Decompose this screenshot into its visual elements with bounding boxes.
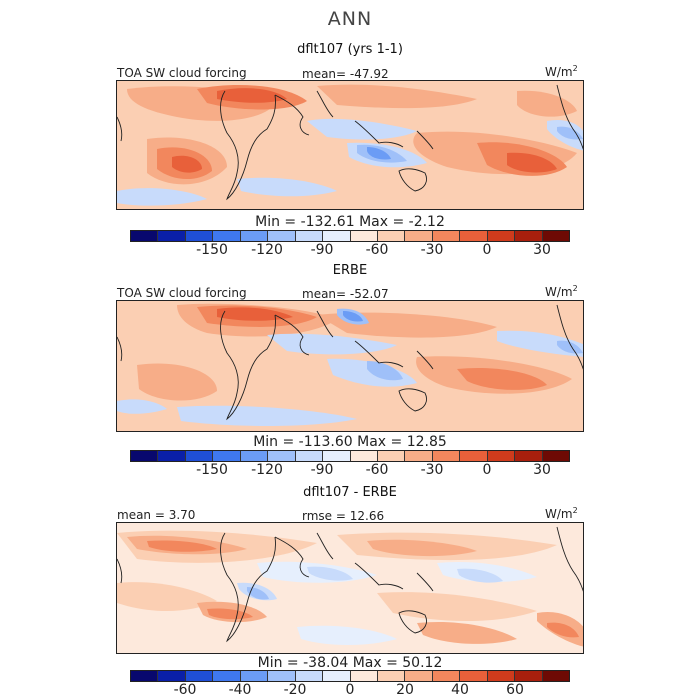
colorbar-swatch	[405, 451, 433, 461]
field-label: TOA SW cloud forcing	[117, 286, 247, 300]
units-label: W/m2	[545, 284, 578, 299]
tick-label: 0	[482, 242, 492, 258]
colorbar-swatch	[432, 451, 461, 461]
mean-label: mean= -47.92	[302, 67, 389, 81]
tick-label: -150	[196, 462, 228, 478]
colorbar-swatch	[542, 671, 569, 681]
colorbar-swatch	[185, 231, 214, 241]
colorbar-swatch	[158, 451, 186, 461]
tick-label: 30	[533, 462, 551, 478]
colorbar-swatch	[295, 671, 324, 681]
colorbar-swatch	[487, 671, 516, 681]
units-label: W/m2	[545, 64, 578, 79]
colorbar-swatch	[542, 231, 569, 241]
model-map	[116, 80, 584, 210]
colorbar-swatch	[131, 451, 159, 461]
difference-map	[116, 522, 584, 654]
colorbar-ticks: -60 -40 -20 0 20 40 60	[130, 682, 570, 698]
colorbar-swatch	[515, 231, 543, 241]
colorbar-swatch	[377, 671, 406, 681]
field-label: TOA SW cloud forcing	[117, 66, 247, 80]
tick-label: -90	[310, 462, 334, 478]
panel-title: dflt107 (yrs 1-1)	[297, 42, 403, 57]
rmse-label: rmse = 12.66	[302, 509, 385, 523]
colorbar-swatch	[240, 231, 269, 241]
colorbar-swatch	[432, 671, 461, 681]
colorbar-swatch	[432, 231, 461, 241]
mean-label: mean = 3.70	[117, 508, 196, 522]
colorbar-swatch	[323, 231, 351, 241]
colorbar-swatch	[487, 451, 516, 461]
colorbar-swatch	[460, 451, 488, 461]
tick-label: 20	[396, 682, 414, 698]
tick-label: -150	[196, 242, 228, 258]
colorbar	[130, 230, 570, 242]
tick-label: -30	[420, 242, 444, 258]
units-label: W/m2	[545, 506, 578, 521]
colorbar-swatch	[323, 671, 351, 681]
tick-label: -60	[365, 462, 389, 478]
colorbar-ticks: -150 -120 -90 -60 -30 0 30	[130, 242, 570, 258]
panel-title: ERBE	[332, 263, 368, 278]
colorbar	[130, 670, 570, 682]
tick-label: 40	[451, 682, 469, 698]
colorbar-swatch	[350, 671, 378, 681]
tick-label: 30	[533, 242, 551, 258]
tick-label: 0	[482, 462, 492, 478]
tick-label: 0	[345, 682, 355, 698]
colorbar-swatch	[542, 451, 569, 461]
tick-label: -20	[283, 682, 307, 698]
colorbar-swatch	[515, 451, 543, 461]
colorbar-swatch	[240, 451, 269, 461]
tick-label: -60	[173, 682, 197, 698]
colorbar-swatch	[487, 231, 516, 241]
colorbar-swatch	[213, 451, 241, 461]
tick-label: -40	[228, 682, 252, 698]
colorbar-swatch	[158, 231, 186, 241]
figure-title: ANN	[327, 8, 373, 30]
colorbar	[130, 450, 570, 462]
colorbar-swatch	[323, 451, 351, 461]
colorbar-swatch	[405, 231, 433, 241]
tick-label: 60	[506, 682, 524, 698]
mean-label: mean= -52.07	[302, 287, 389, 301]
tick-label: -90	[310, 242, 334, 258]
colorbar-swatch	[268, 231, 296, 241]
colorbar-swatch	[515, 671, 543, 681]
colorbar-swatch	[131, 671, 159, 681]
colorbar-swatch	[158, 671, 186, 681]
colorbar-swatch	[460, 671, 488, 681]
colorbar-swatch	[377, 451, 406, 461]
tick-label: -120	[251, 462, 283, 478]
colorbar-swatch	[460, 231, 488, 241]
observation-map	[116, 300, 584, 432]
colorbar-swatch	[268, 451, 296, 461]
colorbar-swatch	[240, 671, 269, 681]
colorbar-swatch	[377, 231, 406, 241]
min-max-label: Min = -38.04 Max = 50.12	[257, 655, 443, 671]
colorbar-swatch	[350, 231, 378, 241]
colorbar-swatch	[185, 671, 214, 681]
panel-title: dflt107 - ERBE	[303, 485, 397, 500]
colorbar-swatch	[295, 231, 324, 241]
colorbar-swatch	[213, 231, 241, 241]
colorbar-swatch	[131, 231, 159, 241]
tick-label: -60	[365, 242, 389, 258]
min-max-label: Min = -113.60 Max = 12.85	[253, 434, 447, 450]
min-max-label: Min = -132.61 Max = -2.12	[255, 214, 445, 230]
colorbar-swatch	[213, 671, 241, 681]
colorbar-swatch	[295, 451, 324, 461]
tick-label: -30	[420, 462, 444, 478]
colorbar-ticks: -150 -120 -90 -60 -30 0 30	[130, 462, 570, 478]
tick-label: -120	[251, 242, 283, 258]
colorbar-swatch	[185, 451, 214, 461]
colorbar-swatch	[405, 671, 433, 681]
colorbar-swatch	[350, 451, 378, 461]
colorbar-swatch	[268, 671, 296, 681]
